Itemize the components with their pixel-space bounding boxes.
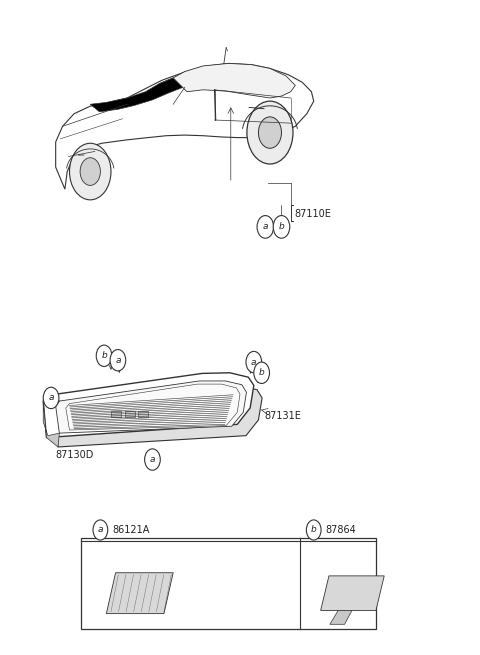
Circle shape bbox=[246, 351, 262, 373]
Text: a: a bbox=[48, 394, 54, 402]
Circle shape bbox=[273, 215, 290, 238]
Polygon shape bbox=[56, 381, 246, 433]
Circle shape bbox=[70, 143, 111, 200]
Circle shape bbox=[110, 350, 126, 371]
Circle shape bbox=[144, 449, 160, 470]
Text: 87864: 87864 bbox=[325, 525, 356, 535]
Text: 87130D: 87130D bbox=[56, 450, 94, 460]
Text: b: b bbox=[311, 525, 317, 534]
Polygon shape bbox=[43, 401, 60, 447]
Text: 87131E: 87131E bbox=[264, 411, 301, 421]
Bar bbox=[125, 411, 135, 417]
Circle shape bbox=[257, 215, 274, 238]
Text: b: b bbox=[101, 351, 107, 360]
Circle shape bbox=[306, 520, 321, 540]
Circle shape bbox=[96, 345, 112, 367]
Polygon shape bbox=[90, 78, 185, 112]
Text: b: b bbox=[278, 223, 284, 231]
Circle shape bbox=[43, 387, 59, 409]
Text: a: a bbox=[150, 455, 155, 464]
Bar bbox=[138, 411, 148, 417]
Text: 87110E: 87110E bbox=[294, 210, 331, 219]
Polygon shape bbox=[330, 610, 352, 624]
Text: b: b bbox=[259, 368, 264, 377]
Polygon shape bbox=[321, 576, 384, 610]
Polygon shape bbox=[173, 64, 295, 98]
Text: a: a bbox=[263, 223, 268, 231]
Circle shape bbox=[247, 101, 293, 164]
Polygon shape bbox=[43, 396, 60, 406]
Circle shape bbox=[258, 117, 281, 148]
Polygon shape bbox=[56, 385, 262, 447]
Bar bbox=[81, 538, 376, 629]
Text: 86121A: 86121A bbox=[112, 525, 150, 535]
Text: a: a bbox=[251, 358, 257, 367]
Text: a: a bbox=[97, 525, 103, 534]
Circle shape bbox=[93, 520, 108, 540]
Text: a: a bbox=[115, 356, 120, 365]
Polygon shape bbox=[107, 572, 173, 614]
Circle shape bbox=[80, 158, 100, 185]
Polygon shape bbox=[56, 64, 314, 189]
Circle shape bbox=[254, 362, 269, 383]
Polygon shape bbox=[43, 373, 254, 438]
Polygon shape bbox=[66, 384, 240, 430]
Bar bbox=[111, 411, 121, 417]
Text: ooo: ooo bbox=[77, 153, 85, 157]
